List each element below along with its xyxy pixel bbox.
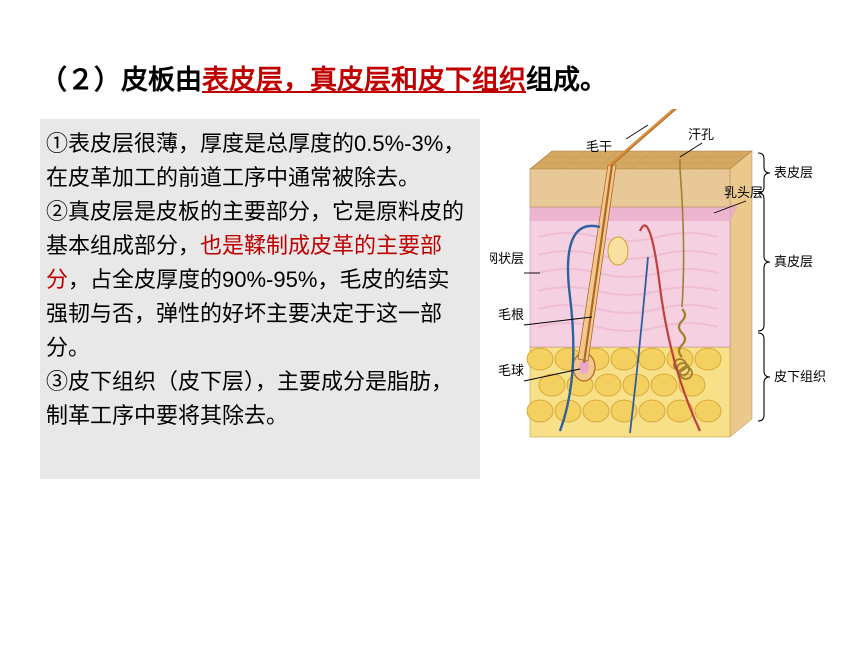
paragraph-1: ①表皮层很薄，厚度是总厚度的0.5%‐3%，在皮革加工的前道工序中通常被除去。 [46, 127, 470, 195]
title-prefix: （２）皮板由 [40, 65, 202, 95]
svg-text:网状层: 网状层 [490, 251, 524, 266]
skin-diagram: 毛干 汗孔乳头层网状层毛根毛球 表皮层真皮层皮下组织 [490, 109, 830, 479]
svg-text:乳头层: 乳头层 [724, 185, 763, 200]
svg-text:毛干: 毛干 [586, 139, 612, 154]
svg-text:表皮层: 表皮层 [774, 165, 813, 180]
content-row: ①表皮层很薄，厚度是总厚度的0.5%‐3%，在皮革加工的前道工序中通常被除去。 … [40, 119, 830, 479]
title-highlight: 表皮层，真皮层和皮下组织 [202, 65, 526, 95]
body-text: ①表皮层很薄，厚度是总厚度的0.5%‐3%，在皮革加工的前道工序中通常被除去。 … [40, 119, 480, 479]
svg-text:毛球: 毛球 [498, 363, 524, 378]
slide-title: （２）皮板由表皮层，真皮层和皮下组织组成。 [40, 60, 830, 101]
p2-part-b: ，占全皮厚度的90%-95%，毛皮的结实强韧与否，弹性的好坏主要决定于这一部分。 [46, 267, 449, 360]
paragraph-3: ③皮下组织（皮下层），主要成分是脂肪，制革工序中要将其除去。 [46, 365, 470, 433]
skin-svg: 毛干 汗孔乳头层网状层毛根毛球 表皮层真皮层皮下组织 [490, 109, 830, 479]
paragraph-2: ②真皮层是皮板的主要部分，它是原料皮的基本组成部分，也是鞣制成皮革的主要部分，占… [46, 195, 470, 365]
slide: （２）皮板由表皮层，真皮层和皮下组织组成。 ①表皮层很薄，厚度是总厚度的0.5%… [0, 0, 860, 509]
svg-text:毛根: 毛根 [498, 307, 524, 322]
svg-text:汗孔: 汗孔 [688, 127, 714, 142]
svg-text:皮下组织: 皮下组织 [774, 369, 826, 384]
title-suffix: 组成。 [526, 65, 607, 95]
svg-text:真皮层: 真皮层 [774, 254, 813, 269]
